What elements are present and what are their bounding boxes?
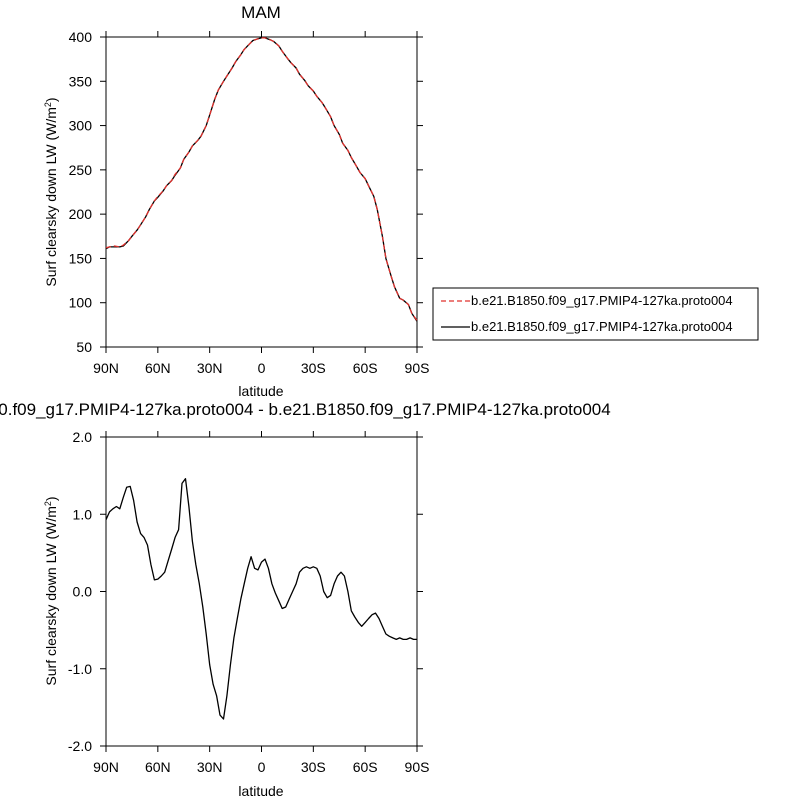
bottom-chart: b.e21.B1850.f09_g17.PMIP4-127ka.proto004… bbox=[0, 400, 611, 799]
bottom-series bbox=[105, 478, 417, 720]
top-y-tick-label: 350 bbox=[69, 73, 93, 89]
top-chart-title: MAM bbox=[241, 3, 281, 22]
top-y-tick-label: 300 bbox=[69, 118, 93, 134]
bottom-x-tick-label: 60N bbox=[145, 759, 171, 775]
bottom-x-tick-label: 90N bbox=[93, 759, 119, 775]
top-y-tick-label: 150 bbox=[69, 250, 93, 266]
top-yaxis-label: Surf clearsky down LW (W/m2) bbox=[43, 97, 59, 286]
bottom-ticks: 90N 60N 30N 0 30S 60S 90S -2.0 -1.0 0.0 1.0 2.0 bbox=[68, 429, 430, 775]
bottom-y-tick-label: 0.0 bbox=[73, 584, 93, 600]
top-x-tick-label: 60N bbox=[145, 360, 171, 376]
top-plot-area bbox=[105, 36, 418, 348]
bottom-series-line-0 bbox=[105, 478, 417, 720]
top-x-tick-label: 30S bbox=[301, 360, 326, 376]
bottom-y-tick-label: 1.0 bbox=[73, 506, 93, 522]
top-x-tick-label: 60S bbox=[353, 360, 378, 376]
bottom-x-tick-label: 60S bbox=[353, 759, 378, 775]
legend: b.e21.B1850.f09_g17.PMIP4-127ka.proto004… bbox=[432, 287, 759, 341]
legend-box bbox=[432, 287, 759, 341]
top-chart: MAM 90N 60N 30N 0 30S 60S 90S 50 100 150 200 250 300… bbox=[43, 3, 429, 399]
top-x-tick-label: 30N bbox=[197, 360, 223, 376]
bottom-x-tick-label: 90S bbox=[405, 759, 430, 775]
bottom-xaxis-label: latitude bbox=[238, 783, 283, 799]
bottom-x-tick-label: 0 bbox=[258, 759, 266, 775]
top-x-tick-label: 90N bbox=[93, 360, 119, 376]
top-ticks: 90N 60N 30N 0 30S 60S 90S 50 100 150 200 250 300 350 4… bbox=[69, 29, 430, 376]
bottom-plot-area bbox=[105, 436, 418, 747]
legend-label-0: b.e21.B1850.f09_g17.PMIP4-127ka.proto004 bbox=[471, 293, 733, 308]
bottom-y-tick-label: 2.0 bbox=[73, 429, 93, 445]
top-xaxis-label: latitude bbox=[238, 383, 283, 399]
top-y-tick-label: 250 bbox=[69, 162, 93, 178]
top-series bbox=[105, 37, 418, 322]
top-y-tick-label: 100 bbox=[69, 295, 93, 311]
bottom-y-tick-label: -2.0 bbox=[68, 738, 92, 754]
top-y-tick-label: 400 bbox=[69, 29, 93, 45]
top-series-line-1 bbox=[105, 37, 418, 322]
top-series-line-0 bbox=[105, 37, 418, 321]
bottom-chart-title: b.e21.B1850.f09_g17.PMIP4-127ka.proto004… bbox=[0, 400, 611, 419]
top-x-tick-label: 90S bbox=[405, 360, 430, 376]
top-y-tick-label: 50 bbox=[76, 339, 92, 355]
bottom-x-tick-label: 30N bbox=[197, 759, 223, 775]
top-y-tick-label: 200 bbox=[69, 206, 93, 222]
legend-label-1: b.e21.B1850.f09_g17.PMIP4-127ka.proto004 bbox=[471, 319, 733, 334]
bottom-y-tick-label: -1.0 bbox=[68, 661, 92, 677]
top-x-tick-label: 0 bbox=[258, 360, 266, 376]
bottom-yaxis-label: Surf clearsky down LW (W/m2) bbox=[43, 496, 59, 685]
bottom-x-tick-label: 30S bbox=[301, 759, 326, 775]
